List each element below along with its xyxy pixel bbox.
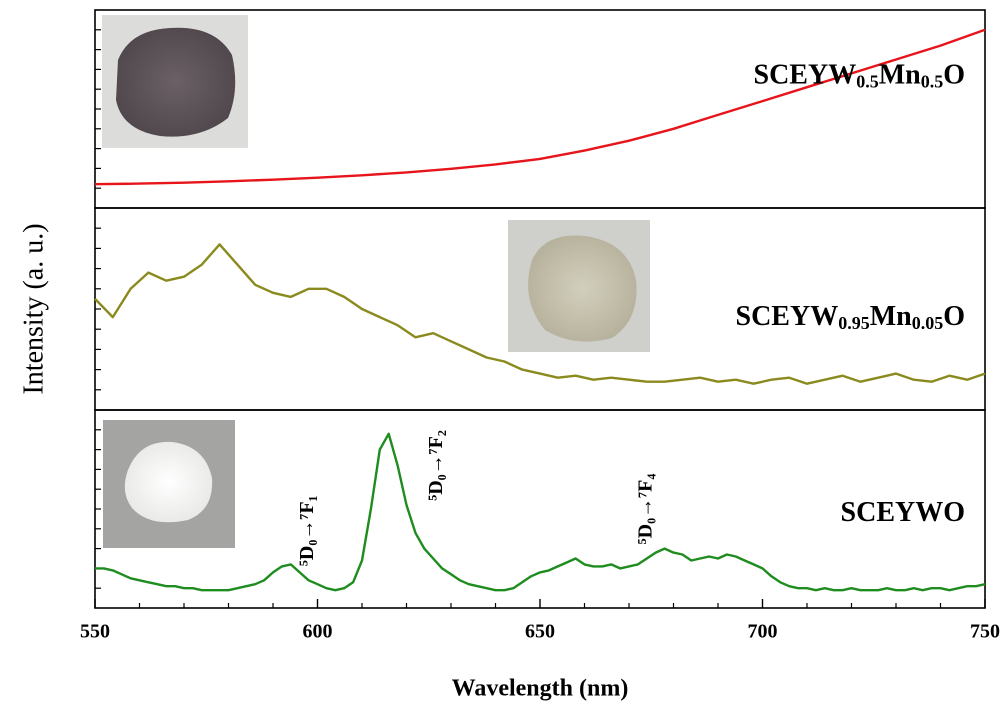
inset-photo-beige <box>508 220 650 352</box>
x-tick-label: 750 <box>970 621 1000 643</box>
x-axis-title: Wavelength (nm) <box>452 676 629 702</box>
series-name: SCEYWO <box>841 497 965 528</box>
x-tick-label: 600 <box>303 621 333 643</box>
y-axis-title: Intensity (a. u.) <box>18 223 49 394</box>
peak-annotation: ⁵D₀→⁷F₄ <box>634 474 656 545</box>
inset-photo-dark <box>102 15 248 148</box>
x-tick-label: 700 <box>748 621 778 643</box>
x-tick-label: 650 <box>525 621 555 643</box>
page: {"chart_data": [ {"type": "line", "xlim"… <box>0 0 1008 713</box>
peak-annotation: ⁵D₀→⁷F₁ <box>296 495 318 566</box>
series-name: SCEYW0.5Mn0.5O <box>754 60 965 92</box>
inset-photo-white <box>103 420 235 548</box>
peak-annotation: ⁵D₀→⁷F₂ <box>425 430 447 501</box>
series-name: SCEYW0.95Mn0.05O <box>736 302 965 334</box>
x-tick-label: 550 <box>80 621 110 643</box>
chart: SCEYW0.5Mn0.5O SCEYW0.95Mn0.05O Intensity … <box>0 0 1008 713</box>
